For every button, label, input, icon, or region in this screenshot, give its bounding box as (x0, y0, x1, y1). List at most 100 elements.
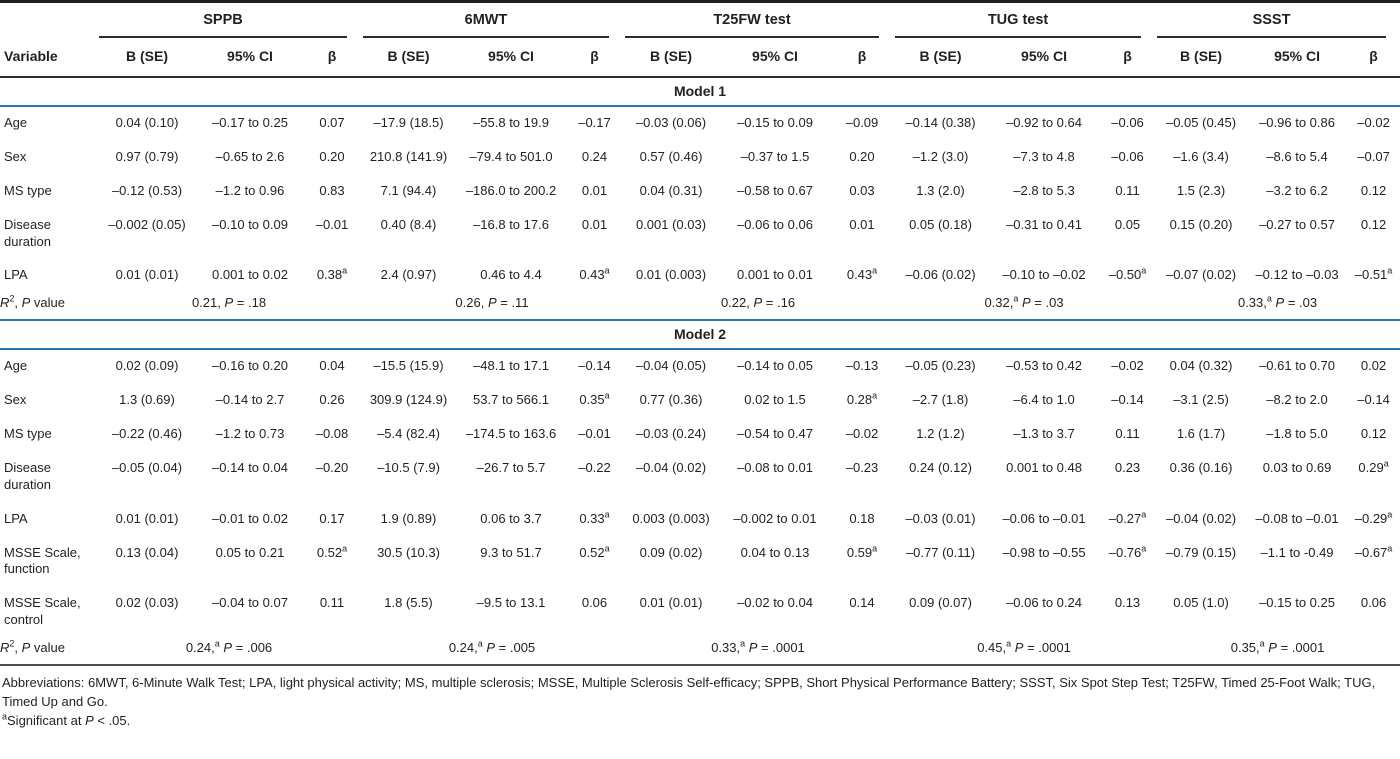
b-se-cell: –0.04 (0.02) (1165, 510, 1237, 526)
ci-cell: –48.1 to 17.1 (473, 358, 549, 374)
b-se-cell: –0.77 (0.11) (905, 544, 976, 560)
ci-cell: –0.61 to 0.70 (1259, 358, 1335, 374)
data-row: Disease duration –0.05 (0.04) –0.14 to 0.0… (0, 452, 1400, 503)
beta-cell: –0.29a (1354, 509, 1393, 526)
beta-cell: –0.08 (315, 426, 349, 442)
b-se-cell: 0.04 (0.32) (1169, 358, 1233, 374)
b-se-cell: 210.8 (141.9) (369, 148, 448, 164)
beta-cell: 0.20 (319, 148, 345, 164)
b-se-cell: 0.01 (0.003) (635, 267, 707, 283)
beta-column-header: β (1100, 38, 1156, 78)
ci-cell: –55.8 to 19.9 (473, 115, 549, 130)
ci-cell: 0.03 to 0.69 (1262, 459, 1332, 475)
b-se-cell: –5.4 (82.4) (377, 426, 440, 442)
b-se-cell: –0.07 (0.02) (1165, 267, 1237, 283)
b-se-column-header: B (SE) (97, 38, 197, 78)
section-title-row: Model 1 (0, 77, 1400, 107)
ci-cell: –0.02 to 0.04 (737, 595, 813, 611)
b-se-cell: 0.04 (0.10) (115, 115, 179, 130)
b-se-cell: 0.001 (0.03) (635, 216, 707, 232)
beta-cell: –0.76a (1108, 543, 1147, 560)
beta-cell: –0.50a (1108, 266, 1147, 283)
beta-cell: –0.67a (1354, 543, 1393, 560)
beta-cell: 0.05 (1114, 216, 1141, 232)
ci-cell: –1.1 to -0.49 (1260, 544, 1334, 560)
ci-cell: –0.16 to 0.20 (212, 358, 288, 374)
variable-label: MSSE Scale, function (4, 544, 81, 577)
r2-p-value: 0.22, P = .16 (623, 293, 894, 322)
ci-column-header: 95% CI (719, 38, 831, 78)
ci-cell: –0.14 to 2.7 (215, 392, 285, 408)
section-title: Model 2 (0, 320, 1400, 351)
beta-cell: 0.13 (1114, 595, 1141, 611)
ci-column-header: 95% CI (988, 38, 1101, 78)
b-se-column-header: B (SE) (623, 38, 719, 78)
beta-cell: –0.09 (845, 115, 879, 130)
b-se-cell: –15.5 (15.9) (373, 358, 444, 374)
ci-cell: –1.2 to 0.73 (215, 426, 285, 442)
ci-cell: –0.98 to –0.55 (1002, 544, 1086, 560)
b-se-cell: 1.2 (1.2) (916, 426, 965, 442)
group-label: T25FW test (625, 3, 880, 38)
b-se-cell: –0.05 (0.45) (1165, 115, 1237, 130)
r2-p-value: 0.32,a P = .03 (893, 293, 1156, 322)
group-label: 6MWT (363, 3, 609, 38)
variable-label: MS type (4, 182, 52, 198)
beta-cell: –0.14 (1111, 392, 1144, 408)
variable-label: Disease duration (4, 459, 51, 492)
beta-cell: 0.12 (1360, 216, 1387, 232)
b-se-cell: 1.3 (0.69) (119, 392, 175, 408)
ci-cell: 0.02 to 1.5 (744, 392, 806, 408)
beta-cell: 0.59a (846, 543, 878, 560)
beta-cell: 0.18 (849, 510, 875, 526)
variable-label: MSSE Scale, control (4, 595, 81, 628)
b-se-column-header: B (SE) (361, 38, 456, 78)
group-label: SPPB (99, 3, 347, 38)
ci-cell: –1.8 to 5.0 (1266, 426, 1328, 442)
b-se-cell: –10.5 (7.9) (377, 459, 440, 475)
beta-cell: 0.33a (579, 509, 610, 526)
data-row: Disease duration –0.002 (0.05) –0.10 to 0.… (0, 209, 1400, 260)
beta-cell: 0.01 (581, 182, 608, 198)
section-title: Model 1 (0, 77, 1400, 107)
beta-cell: –0.20 (315, 459, 349, 475)
b-se-cell: 30.5 (10.3) (377, 544, 440, 560)
b-se-column-header: B (SE) (893, 38, 989, 78)
b-se-column-header: B (SE) (1155, 38, 1248, 78)
table-body: Model 1 Age 0.04 (0.10) –0.17 to 0.25 0.07 –1… (0, 77, 1400, 667)
ci-cell: –9.5 to 13.1 (476, 595, 546, 611)
ci-cell: –0.01 to 0.02 (212, 510, 288, 526)
variable-label: Age (4, 358, 28, 374)
b-se-cell: 0.09 (0.07) (909, 595, 972, 611)
b-se-cell: –3.1 (2.5) (1173, 392, 1229, 408)
b-se-cell: –1.2 (3.0) (912, 148, 969, 164)
b-se-cell: –1.6 (3.4) (1173, 148, 1229, 164)
ci-cell: –0.10 to –0.02 (1002, 267, 1086, 283)
b-se-cell: –0.79 (0.15) (1165, 544, 1237, 560)
ci-cell: –174.5 to 163.6 (465, 426, 557, 442)
variable-label: Disease duration (4, 216, 51, 249)
b-se-cell: –17.9 (18.5) (373, 115, 444, 130)
beta-cell: –0.01 (315, 216, 349, 232)
group-label: TUG test (895, 3, 1142, 38)
b-se-cell: 1.3 (2.0) (916, 182, 965, 198)
beta-cell: –0.14 (578, 358, 611, 374)
ci-cell: –0.96 to 0.86 (1259, 115, 1335, 130)
b-se-cell: 1.8 (5.5) (384, 595, 433, 611)
data-row: Age 0.04 (0.10) –0.17 to 0.25 0.07 –17.9 (18… (0, 106, 1400, 141)
column-header-row: Variable B (SE) 95% CI β B (SE) 95% CI β… (0, 38, 1400, 78)
beta-cell: 0.01 (849, 216, 875, 232)
variable-label: Sex (4, 392, 27, 408)
b-se-cell: –0.03 (0.24) (635, 426, 707, 442)
r2-row-label: R2, P value (0, 638, 97, 667)
variable-label: Sex (4, 148, 27, 164)
ci-cell: –0.58 to 0.67 (737, 182, 813, 198)
beta-cell: 0.02 (1360, 358, 1387, 374)
beta-cell: 0.43a (579, 266, 610, 283)
r2-p-value: 0.35,a P = .0001 (1155, 638, 1400, 667)
ci-cell: –0.002 to 0.01 (733, 510, 817, 526)
beta-cell: 0.26 (319, 392, 345, 408)
b-se-cell: –0.06 (0.02) (905, 267, 976, 283)
b-se-cell: 0.09 (0.02) (639, 544, 703, 560)
ci-cell: –8.2 to 2.0 (1266, 392, 1328, 408)
